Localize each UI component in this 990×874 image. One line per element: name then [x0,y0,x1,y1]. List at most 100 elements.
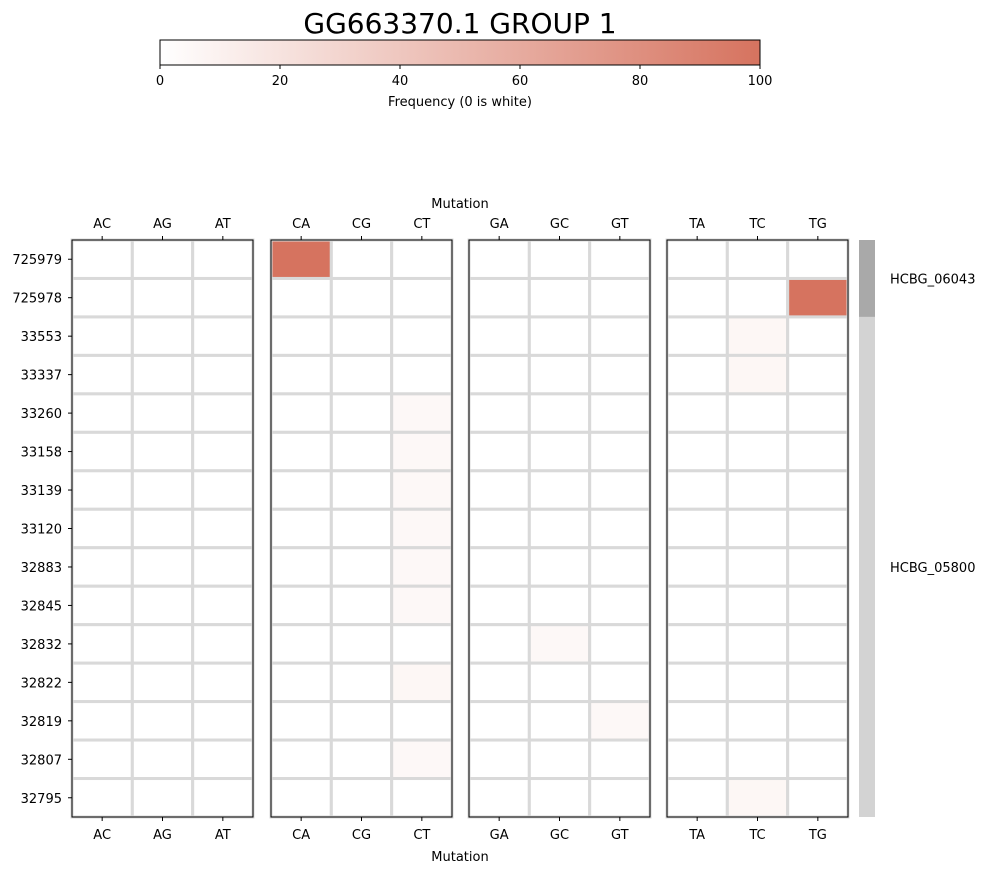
heatmap-cell [665,353,729,396]
x-tick-label-top: AT [215,217,231,232]
x-tick-label-top: GT [611,217,629,232]
heatmap-cell [665,738,729,781]
x-axis-label-bottom: Mutation [431,850,488,865]
y-tick-label: 32819 [21,715,62,730]
heatmap-cell [725,584,790,627]
heatmap-cell [786,353,850,396]
heatmap-cell [527,392,592,434]
heatmap-cell [588,392,652,434]
heatmap-cell [588,507,652,550]
y-tick-label: 32822 [21,676,62,691]
heatmap-cell [467,238,531,280]
heatmap-cell [130,392,195,434]
x-tick-label-bottom: CT [413,828,430,843]
heatmap-cell [191,546,255,588]
heatmap-cell [191,430,255,473]
x-tick-label-top: GA [490,217,509,232]
heatmap-cell [329,276,394,319]
heatmap-cell [390,353,454,396]
heatmap-cell [70,661,134,704]
heatmap-cell [665,546,729,588]
heatmap-cell [665,623,729,665]
heatmap-cell [527,623,592,665]
heatmap-cell [527,661,592,704]
heatmap-cell [269,469,333,511]
heatmap-cell [786,430,850,473]
heatmap-cell [467,315,531,357]
y-tick-label: 32883 [21,561,62,576]
heatmap-cell [329,353,394,396]
heatmap-cell [786,238,850,280]
heatmap-cell [527,777,592,819]
heatmap-cell [130,700,195,742]
heatmap-cell [130,507,195,550]
heatmap-cell [725,469,790,511]
group-label: HCBG_06043 [890,272,975,287]
heatmap-cell [390,546,454,588]
heatmap-cell [527,430,592,473]
x-tick-label-bottom: GT [611,828,629,843]
y-tick-label: 33260 [21,407,62,422]
heatmap-cell [269,276,333,319]
heatmap-cell [191,700,255,742]
heatmap-cell [786,777,850,819]
heatmap-cell [467,623,531,665]
heatmap-cell [269,700,333,742]
heatmap-cell [467,777,531,819]
x-tick-label-bottom: AG [153,828,172,843]
heatmap-cell [191,738,255,781]
heatmap-cell [665,315,729,357]
heatmap-cell [130,661,195,704]
heatmap-cell [588,738,652,781]
heatmap-cell [786,469,850,511]
colorbar: 0 20 40 60 80 100 [156,39,772,89]
x-tick-label-top: AG [153,217,172,232]
heatmap-cell [725,700,790,742]
group-bar-segment [859,240,875,317]
heatmap-cell [665,700,729,742]
heatmap-cell [191,469,255,511]
x-tick-label-top: TC [748,217,765,232]
x-tick-label-bottom: CA [292,828,310,843]
heatmap-cell [588,315,652,357]
heatmap-cell [390,430,454,473]
heatmap-cell [329,623,394,665]
x-tick-label-bottom: CG [352,828,371,843]
heatmap-cell [467,276,531,319]
heatmap-cell [527,469,592,511]
heatmap-cell [665,777,729,819]
heatmap-cell [130,469,195,511]
y-tick-label: 33337 [21,369,62,384]
heatmap-cell [467,661,531,704]
x-tick-label-top: TG [808,217,827,232]
heatmap-cell [130,430,195,473]
heatmap-cell [665,661,729,704]
heatmap-cell [527,584,592,627]
heatmap-cell [786,623,850,665]
heatmap-cell [665,392,729,434]
heatmap-cell [527,238,592,280]
colorbar-tick-label: 0 [156,74,164,89]
heatmap-cell [588,700,652,742]
y-tick-label: 33553 [21,330,62,345]
heatmap-cell [329,430,394,473]
x-axis-label-top: Mutation [431,197,488,212]
heatmap-cell [269,430,333,473]
heatmap-cell [725,507,790,550]
heatmap-cell [329,738,394,781]
heatmap-cell [70,507,134,550]
heatmap-cell [70,430,134,473]
y-tick-label: 725978 [12,292,62,307]
heatmap-cell [725,238,790,280]
heatmap-cell [467,738,531,781]
heatmap-cell [665,507,729,550]
heatmap-cell [527,738,592,781]
colorbar-tick-label: 80 [632,74,649,89]
heatmap-cell [390,276,454,319]
heatmap-cell [588,661,652,704]
group-bar-segment [859,316,875,817]
heatmap-cell [786,700,850,742]
heatmap-cell [467,353,531,396]
heatmap-cell [588,353,652,396]
heatmap-cell [269,623,333,665]
